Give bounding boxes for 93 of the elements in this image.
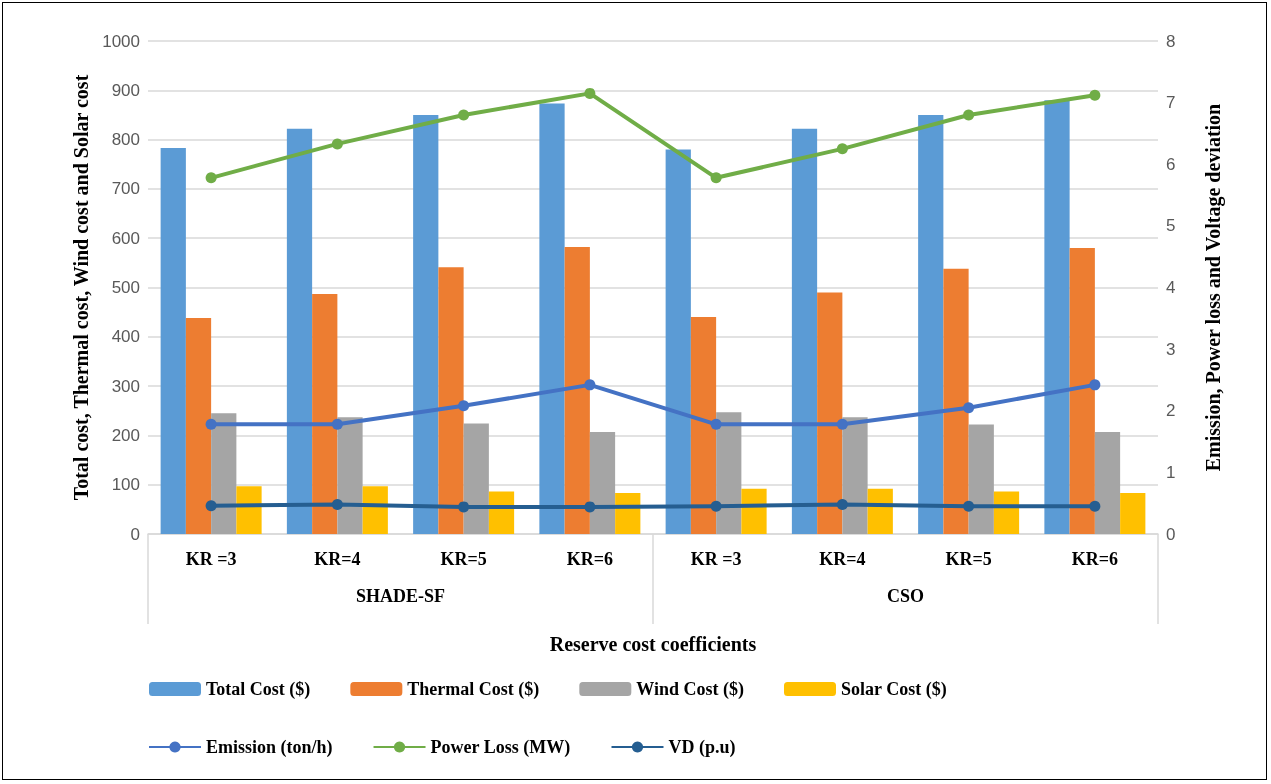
y-tick-label: 500 [111,278,140,297]
bar [1094,431,1121,534]
point [205,172,217,184]
legend-label: Emission (ton/h) [206,737,333,758]
bar [211,413,237,534]
point [205,500,217,512]
bar [968,424,994,534]
point [1089,500,1101,512]
y2-tick-label: 6 [1166,154,1176,174]
point [963,500,975,512]
point [458,501,470,513]
bar [791,128,818,534]
x-tick-label: KR=4 [819,549,866,569]
point [1089,379,1101,391]
y-axis-title: Total cost, Thermal cost, Wind cost and Solar cost [70,74,93,501]
point [584,87,596,99]
y2-tick-label: 0 [1166,524,1176,544]
x-tick-label: KR=6 [1071,549,1119,569]
bar [1044,100,1070,534]
point [205,418,217,430]
point [331,138,343,150]
point [331,498,343,510]
point [836,143,848,155]
text: SHADE-SF [355,586,446,606]
x-tick-label: KR=4 [314,549,361,569]
x-tick-label: KR=6 [566,549,614,569]
bar [413,114,439,534]
y-tick-label: 800 [111,130,140,150]
bar [665,149,691,534]
x-tick-label: KR=5 [440,549,487,569]
point [584,501,596,513]
legend-label: Solar Cost ($) [841,679,947,700]
y-tick-label: 300 [111,376,140,396]
bar [564,247,590,534]
bar [589,431,616,534]
y-tick-label: 0 [130,524,140,544]
bar [918,114,944,534]
bar [867,488,893,534]
x-axis-title: Reserve cost coefficients [549,633,757,655]
bar [337,417,363,534]
point [710,500,722,512]
y-tick-label: 200 [111,425,140,445]
bar [716,412,742,534]
y-tick-label: 700 [111,179,140,199]
y2-tick-label: 3 [1166,339,1176,359]
y2-tick-label: 2 [1166,401,1176,421]
bar [1069,248,1095,534]
bar [286,128,313,534]
y-tick-label: 400 [111,327,140,347]
y2-tick-label: 8 [1166,31,1176,51]
point [963,402,975,414]
point [963,109,975,121]
bar [160,147,186,534]
x-tick-label: KR =3 [690,549,742,569]
legend-label: Wind Cost ($) [636,679,744,700]
y-tick-label: 1000 [102,31,140,51]
point [836,498,848,510]
legend-label: Total Cost ($) [206,679,311,700]
point [710,172,722,184]
bar [463,423,489,534]
bar [842,417,868,534]
bar [690,317,717,534]
legend-label: VD (p.u) [668,737,736,758]
y-tick-label: 900 [111,80,140,100]
point [710,418,722,430]
bar [817,292,843,534]
y2-tick-label: 5 [1166,216,1176,236]
bar [185,318,212,534]
point [458,400,470,412]
x-tick-label: KR =3 [185,549,237,569]
y-tick-label: 600 [111,228,140,248]
x-tick-label: KR=5 [945,549,992,569]
bar [438,267,464,534]
legend-label: Power Loss (MW) [430,737,571,758]
bar [943,268,969,534]
point [1089,89,1101,101]
y2-tick-label: 1 [1166,462,1176,482]
y2-axis-title: Emission, Power loss and Voltage deviation [1202,103,1225,472]
legend-label: Thermal Cost ($) [407,679,540,700]
bar [236,486,262,534]
point [331,418,343,430]
y-tick-label: 100 [111,475,140,495]
bar [312,293,338,534]
bar [362,486,388,534]
text: CSO [886,586,925,606]
bar [539,103,565,534]
point [836,418,848,430]
bar [1120,493,1146,534]
bar [741,488,767,534]
point [458,109,470,121]
y2-tick-label: 7 [1166,93,1176,113]
point [584,379,596,391]
y2-tick-label: 4 [1166,278,1176,297]
